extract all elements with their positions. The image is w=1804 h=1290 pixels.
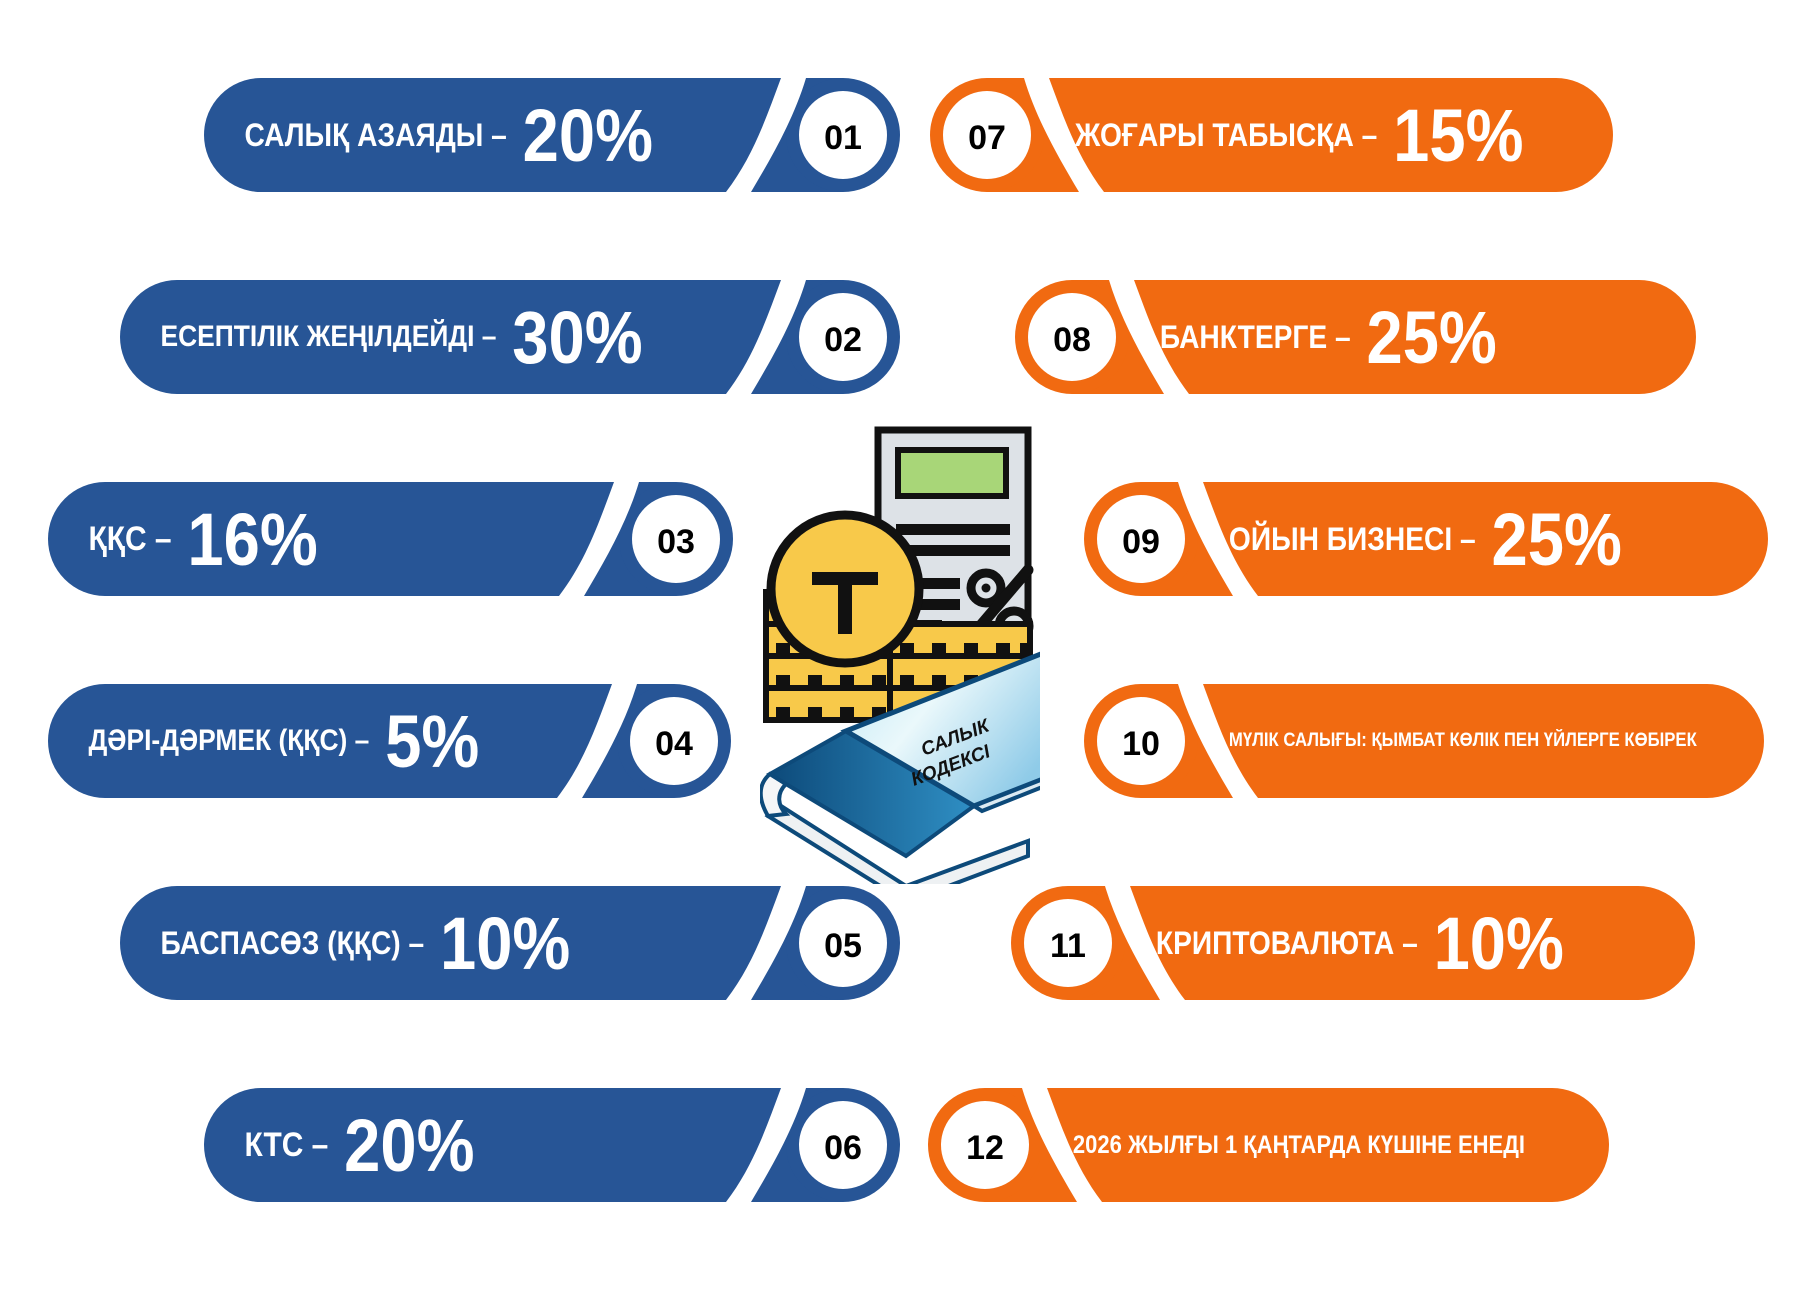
svg-text:02: 02: [824, 321, 862, 359]
svg-text:06: 06: [824, 1129, 862, 1167]
svg-text:01: 01: [824, 119, 862, 157]
svg-text:08: 08: [1053, 321, 1091, 359]
svg-text:05: 05: [824, 927, 862, 965]
svg-text:10: 10: [1122, 725, 1160, 763]
svg-text:12: 12: [966, 1129, 1004, 1167]
svg-text:09: 09: [1122, 523, 1160, 561]
svg-text:07: 07: [968, 119, 1006, 157]
svg-text:11: 11: [1050, 927, 1086, 965]
svg-text:04: 04: [655, 725, 693, 763]
svg-text:03: 03: [657, 523, 695, 561]
